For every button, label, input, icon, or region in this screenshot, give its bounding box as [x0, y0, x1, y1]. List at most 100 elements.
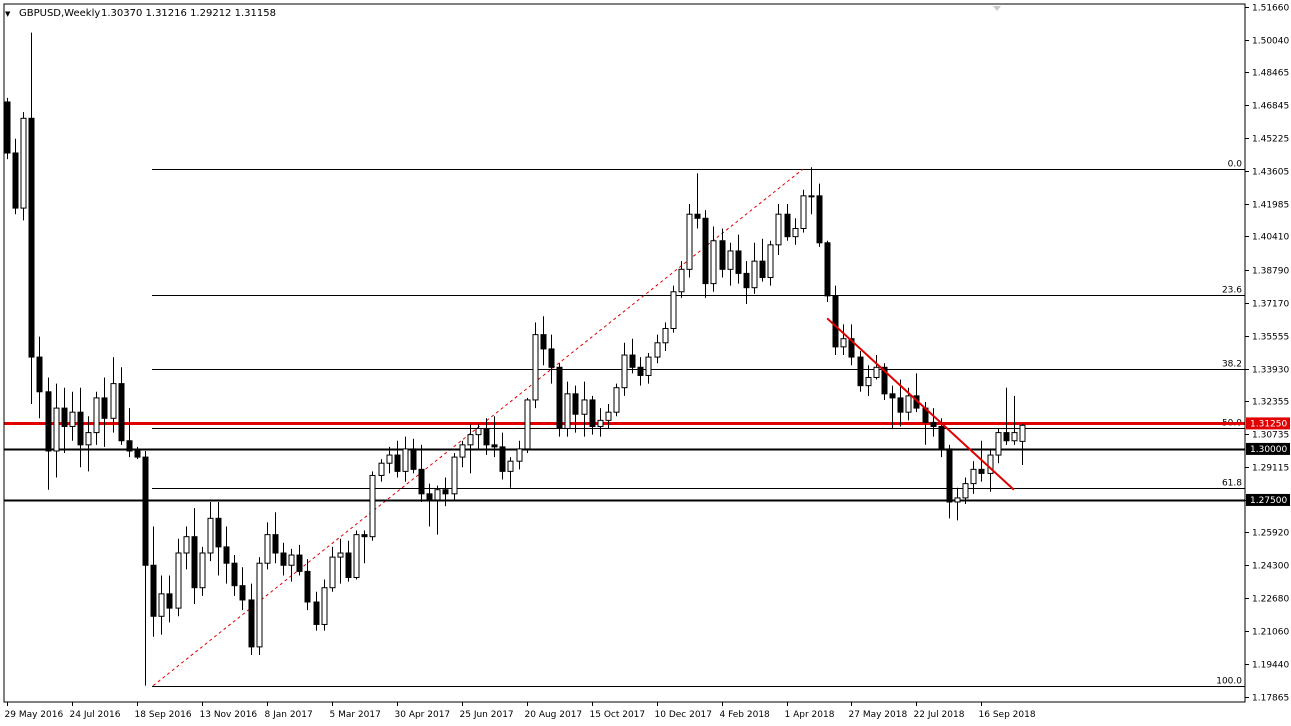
candle — [865, 365, 872, 396]
candle-body — [4, 101, 11, 154]
candle — [93, 391, 100, 445]
candle-body — [1011, 432, 1018, 442]
candle-body — [280, 552, 287, 566]
candle-body — [475, 428, 482, 436]
candle-body — [12, 152, 19, 209]
candle-body — [1019, 424, 1026, 442]
candle-body — [889, 393, 896, 399]
candle-body — [824, 242, 831, 297]
candle — [191, 508, 198, 605]
candle — [930, 408, 937, 437]
price-tick-label: 1.35555 — [1252, 333, 1289, 343]
candle — [28, 32, 35, 405]
candle — [1011, 395, 1018, 445]
candle-body — [572, 393, 579, 415]
price-tick-label: 1.48465 — [1252, 69, 1289, 79]
candle — [110, 357, 117, 433]
candle — [418, 444, 425, 502]
candle — [516, 440, 523, 470]
candle-body — [28, 117, 35, 358]
candle — [223, 526, 230, 584]
candle — [304, 559, 311, 611]
candle-body — [248, 599, 255, 648]
candle-body — [20, 117, 27, 209]
time-tick-label: 4 Feb 2018 — [720, 710, 771, 720]
price-badge[interactable] — [1246, 493, 1290, 506]
price-badge[interactable] — [1246, 417, 1290, 430]
horizontal-lines[interactable] — [4, 422, 1245, 502]
candle — [694, 173, 701, 229]
candle — [4, 97, 11, 160]
candle-body — [589, 399, 596, 427]
scroll-marker-icon[interactable] — [993, 6, 1001, 11]
candle-body — [605, 411, 612, 421]
candle-body — [166, 593, 173, 609]
candle-body — [296, 554, 303, 572]
candle-body — [743, 272, 750, 289]
candle — [442, 477, 449, 507]
candle-body — [727, 250, 734, 270]
candle-body — [386, 454, 393, 464]
candle — [313, 591, 320, 631]
candle-body — [832, 295, 839, 348]
candle-body — [199, 552, 206, 589]
time-axis[interactable]: 29 May 2016 24 Jul 2016 18 Sep 2016 13 Nov … — [5, 702, 1036, 720]
candle-body — [954, 497, 961, 503]
candle-body — [848, 338, 855, 358]
price-tick-label: 1.17865 — [1252, 694, 1289, 704]
price-tick-label: 1.43605 — [1252, 168, 1289, 178]
candle — [678, 261, 685, 298]
time-tick-label: 10 Dec 2017 — [655, 710, 713, 720]
price-badge[interactable] — [1246, 442, 1290, 455]
candle-body — [459, 444, 466, 458]
price-tick-label: 1.19440 — [1252, 661, 1289, 671]
price-axis[interactable]: 1.51660 1.50040 1.48465 1.46845 1.45225 1.436… — [3, 3, 1290, 704]
candle — [621, 342, 628, 396]
candle — [589, 395, 596, 435]
time-tick-label: 29 May 2016 — [5, 710, 64, 720]
candle-body — [792, 228, 799, 238]
candle-body — [264, 534, 271, 564]
candle — [85, 416, 92, 472]
candle — [491, 416, 498, 458]
candlestick-series — [4, 32, 1026, 686]
candle — [532, 322, 539, 409]
candle-body — [272, 534, 279, 554]
candle — [361, 530, 368, 564]
candle — [751, 242, 758, 294]
drawn-objects[interactable] — [826, 317, 1015, 491]
fib-level-label: 0.0 — [1228, 160, 1243, 170]
time-tick-label: 16 Sep 2018 — [979, 710, 1036, 720]
price-tick-label: 1.51660 — [1252, 4, 1289, 14]
candle — [881, 363, 888, 400]
candle — [353, 530, 360, 580]
time-tick-label: 18 Sep 2016 — [135, 710, 192, 720]
candle-body — [710, 240, 717, 285]
candle-body — [329, 556, 336, 589]
candle — [434, 485, 441, 535]
candle-body — [662, 328, 669, 344]
candle — [36, 336, 43, 419]
candle-body — [410, 448, 417, 470]
candle-body — [719, 240, 726, 270]
candle-body — [442, 489, 449, 495]
candle-body — [418, 468, 425, 495]
collapse-arrow-icon[interactable]: ▼ — [5, 10, 11, 18]
downtrend-line[interactable] — [826, 317, 1015, 491]
candle — [670, 285, 677, 333]
candle-body — [223, 546, 230, 564]
candle-body — [556, 366, 563, 430]
candle — [840, 324, 847, 356]
candle — [20, 112, 27, 221]
candle — [378, 459, 385, 482]
candle — [126, 408, 133, 458]
candle — [743, 261, 750, 305]
candle-body — [995, 432, 1002, 456]
candle-body — [313, 601, 320, 625]
candle — [256, 557, 263, 656]
candle — [564, 381, 571, 437]
candle — [134, 446, 141, 460]
candle-body — [800, 195, 807, 230]
